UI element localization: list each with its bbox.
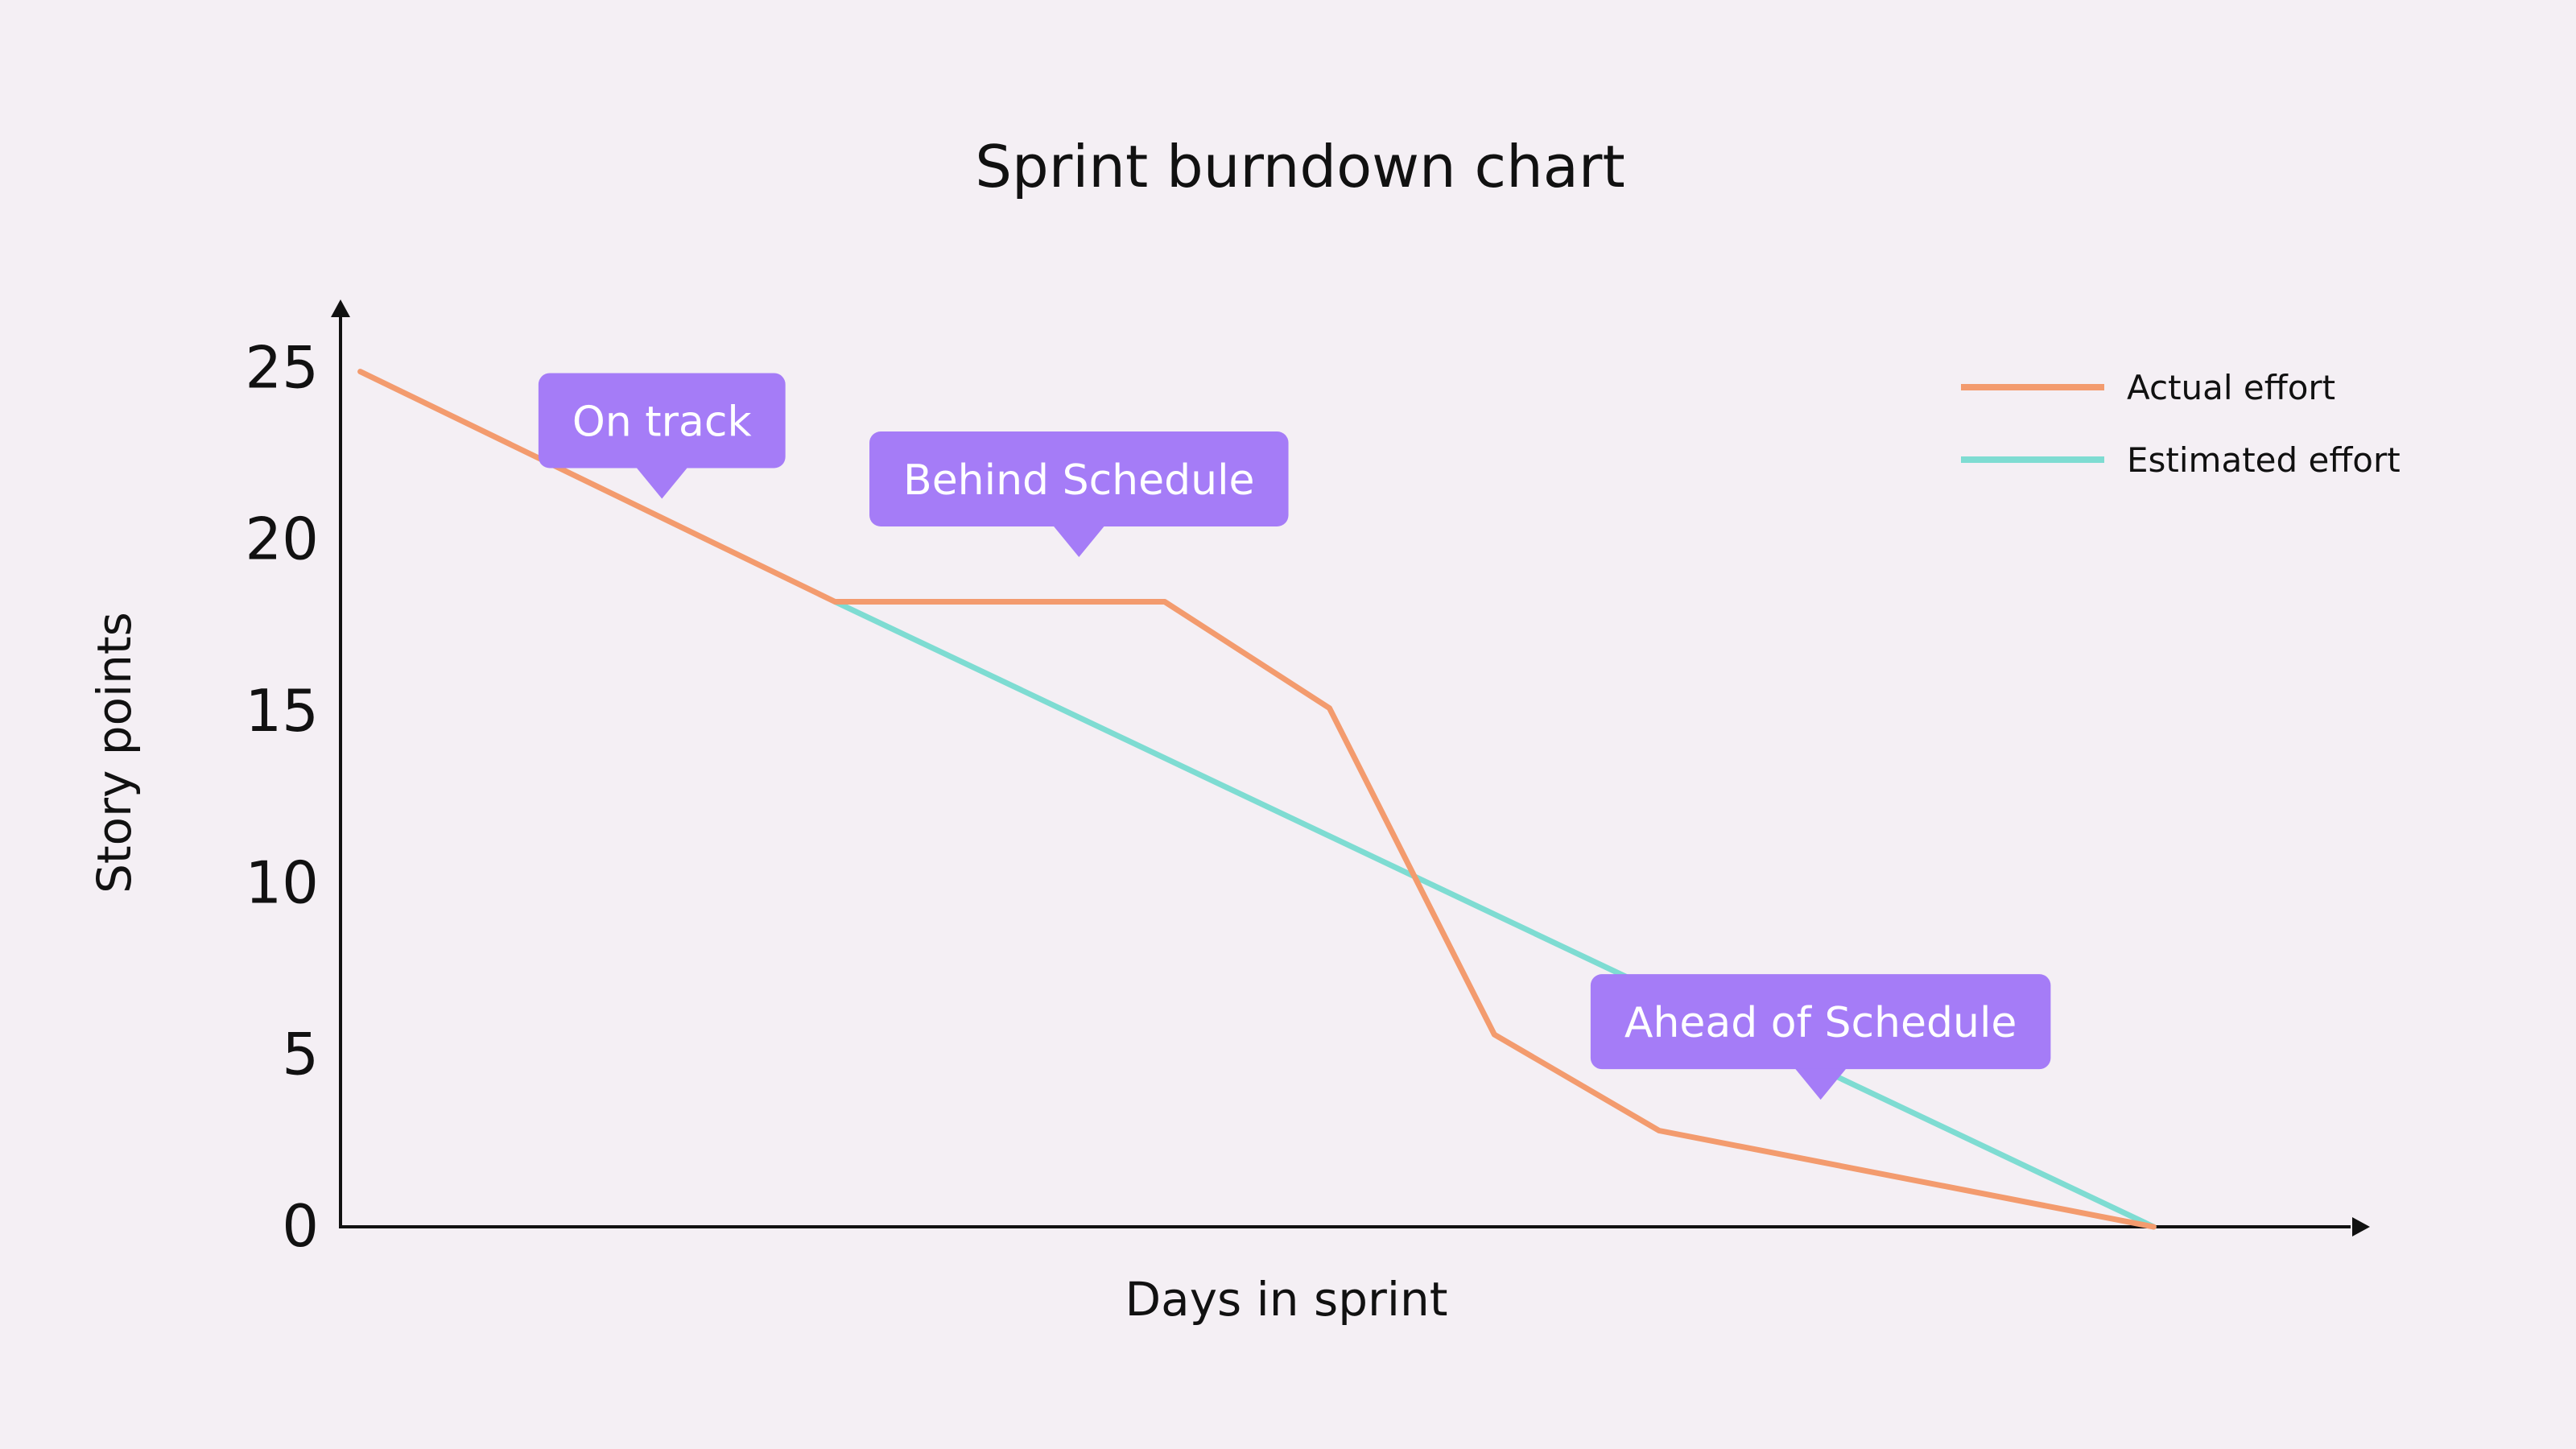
callout-label-ahead-of-schedule: Ahead of Schedule [1624,999,2017,1047]
series-lines [357,369,2157,1230]
y-tick-label-20: 20 [245,506,319,573]
callout-behind-schedule: Behind Schedule [869,431,1289,557]
legend: Actual effort Estimated effort [1961,368,2401,480]
x-axis-label: Days in sprint [1125,1272,1448,1327]
y-tick-labels: 0 5 10 15 20 25 [245,333,319,1260]
series-line-actual-effort [357,369,2157,1230]
y-tick-label-25: 25 [245,333,319,401]
y-axis-arrow [331,299,350,317]
chart-title: Sprint burndown chart [975,133,1624,200]
series-line-estimated-effort [832,599,2157,1230]
callout-box-behind-schedule [869,431,1289,526]
callout-on-track: On track [538,373,786,499]
callout-label-behind-schedule: Behind Schedule [903,456,1255,505]
callout-ahead-of-schedule: Ahead of Schedule [1590,974,2051,1100]
callout-pointer-behind-schedule [1053,526,1105,557]
callout-box-ahead-of-schedule [1590,974,2051,1070]
axes [331,299,2370,1236]
y-tick-label-10: 10 [245,848,319,916]
callout-box-on-track [538,373,786,469]
y-axis-label: Story points [87,612,142,894]
legend-label-estimated-effort: Estimated effort [2127,440,2401,480]
y-tick-label-5: 5 [282,1021,319,1088]
callout-pointer-on-track [636,467,688,499]
y-tick-label-15: 15 [245,677,319,745]
legend-label-actual-effort: Actual effort [2127,368,2335,407]
annotations: On track Behind Schedule Ahead of Schedule [538,373,2051,1100]
y-tick-label-0: 0 [282,1192,319,1260]
x-axis-arrow [2352,1217,2370,1236]
callout-label-on-track: On track [572,398,752,446]
callout-pointer-ahead-of-schedule [1794,1068,1847,1100]
